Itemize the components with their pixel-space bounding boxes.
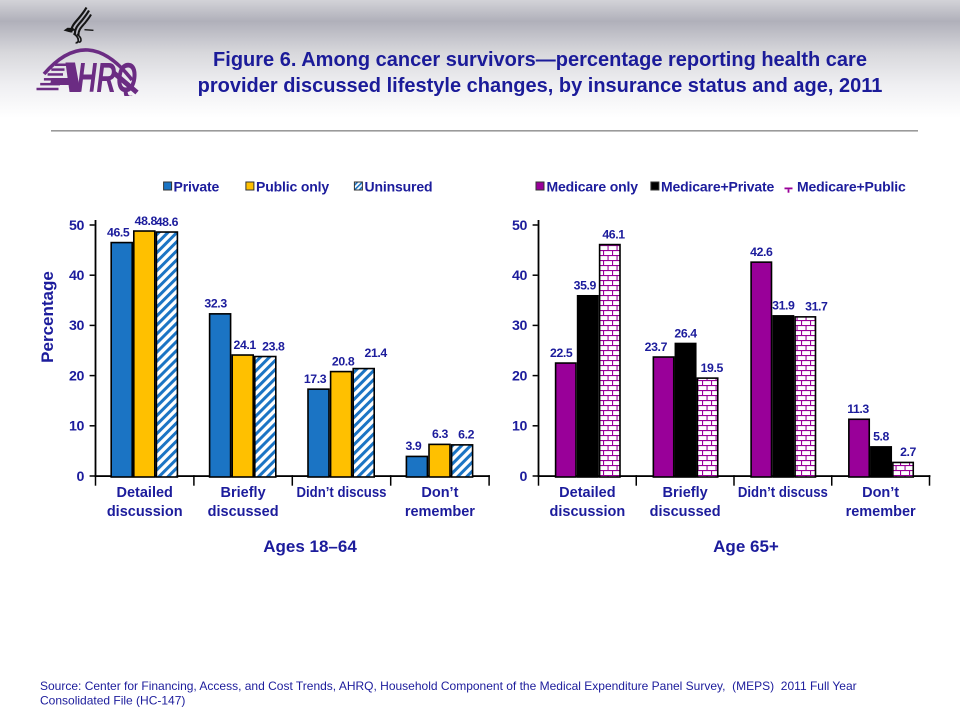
svg-text:Ages 18–64: Ages 18–64 [263,537,357,556]
svg-text:24.1: 24.1 [234,338,257,352]
svg-text:discussed: discussed [650,504,721,520]
svg-text:42.6: 42.6 [750,245,773,259]
svg-text:remember: remember [405,504,475,520]
svg-text:5.8: 5.8 [873,430,889,444]
svg-text:remember: remember [846,504,916,520]
svg-text:22.5: 22.5 [550,346,573,360]
svg-text:Briefly: Briefly [221,485,266,501]
svg-text:6.3: 6.3 [432,427,448,441]
svg-text:11.3: 11.3 [847,402,869,416]
svg-text:Age 65+: Age 65+ [713,537,779,556]
svg-text:48.8: 48.8 [135,214,158,228]
svg-text:20.8: 20.8 [332,354,355,368]
svg-text:3.9: 3.9 [405,439,421,453]
svg-text:19.5: 19.5 [701,361,724,375]
svg-text:2.7: 2.7 [900,445,916,459]
svg-text:48.6: 48.6 [156,215,179,229]
svg-text:Didn’t discuss: Didn’t discuss [738,485,828,501]
svg-text:46.5: 46.5 [107,225,130,239]
svg-text:40: 40 [69,268,84,284]
svg-text:discussed: discussed [208,504,279,520]
svg-text:Didn’t discuss: Didn’t discuss [297,485,387,501]
svg-text:10: 10 [69,419,84,435]
svg-text:21.4: 21.4 [365,346,388,360]
svg-text:32.3: 32.3 [204,297,227,311]
svg-text:50: 50 [69,218,84,234]
svg-text:Detailed: Detailed [559,485,615,501]
svg-text:Don’t: Don’t [862,485,899,501]
svg-text:23.8: 23.8 [262,339,285,353]
svg-text:Source: Center for Financing,: Source: Center for Financing, Access, an… [40,679,857,693]
svg-text:20: 20 [512,368,527,384]
svg-text:40: 40 [512,268,527,284]
svg-text:35.9: 35.9 [574,279,597,293]
svg-text:Briefly: Briefly [663,485,708,501]
svg-text:23.7: 23.7 [645,340,668,354]
svg-text:Medicare+Public: Medicare+Public [797,179,906,195]
svg-text:Medicare only: Medicare only [547,179,639,195]
svg-text:26.4: 26.4 [674,326,697,340]
svg-text:Uninsured: Uninsured [365,179,433,195]
svg-text:discussion: discussion [107,504,183,520]
svg-text:31.7: 31.7 [805,300,828,314]
svg-text:6.2: 6.2 [458,428,474,442]
svg-text:17.3: 17.3 [304,372,327,386]
svg-text:Consolidated File (HC-147): Consolidated File (HC-147) [40,694,185,708]
svg-text:Medicare+Private: Medicare+Private [661,179,775,195]
svg-text:Detailed: Detailed [116,485,172,501]
svg-text:provider discussed lifestyle c: provider discussed lifestyle changes, by… [198,75,883,97]
svg-text:0: 0 [77,469,85,485]
svg-text:10: 10 [512,419,527,435]
svg-text:discussion: discussion [550,504,626,520]
svg-text:Public only: Public only [256,179,329,195]
svg-text:20: 20 [69,368,84,384]
svg-text:Don’t: Don’t [421,485,458,501]
svg-text:Figure 6. Among cancer survivo: Figure 6. Among cancer survivors—percent… [213,49,867,71]
svg-text:46.1: 46.1 [602,227,625,241]
svg-text:30: 30 [512,318,527,334]
svg-text:Private: Private [174,179,220,195]
svg-text:Percentage: Percentage [38,271,57,363]
svg-text:31.9: 31.9 [772,299,795,313]
svg-text:0: 0 [520,469,528,485]
svg-text:30: 30 [69,318,84,334]
svg-text:50: 50 [512,218,527,234]
svg-text:HRQ: HRQ [77,54,137,102]
